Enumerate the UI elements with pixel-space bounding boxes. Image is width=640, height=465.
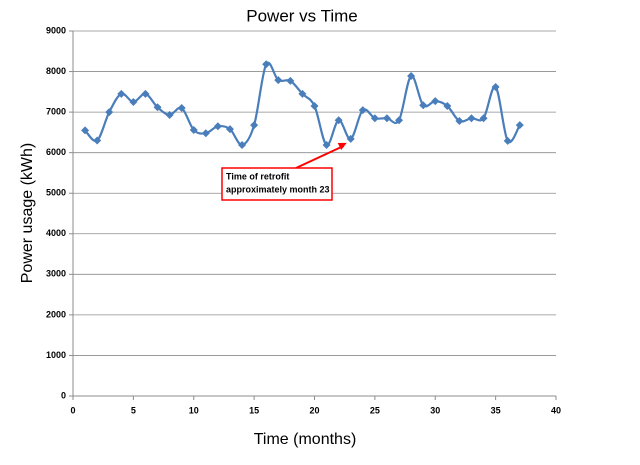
point	[153, 103, 162, 112]
annotation-box	[221, 167, 333, 201]
point	[491, 82, 500, 91]
annotation-text: Time of retrofit	[226, 171, 289, 181]
point	[225, 125, 234, 134]
point	[346, 134, 355, 143]
point	[250, 121, 259, 130]
point	[213, 122, 222, 131]
point	[467, 114, 476, 123]
y-tick-label: 8000	[46, 66, 66, 76]
x-tick-label: 10	[189, 405, 199, 415]
point	[274, 76, 283, 85]
annotation-arrow	[295, 144, 345, 169]
x-tick-label: 35	[491, 405, 501, 415]
y-tick-label: 4000	[46, 228, 66, 238]
point	[93, 136, 102, 145]
point	[503, 136, 512, 145]
chart-title: Power vs Time	[246, 6, 357, 25]
point	[201, 129, 210, 138]
point	[419, 101, 428, 110]
annotation-arrowhead	[337, 142, 347, 150]
point	[189, 125, 198, 134]
point	[165, 110, 174, 119]
point	[395, 116, 404, 125]
y-tick-label: 1000	[46, 350, 66, 360]
x-tick-label: 40	[551, 405, 561, 415]
y-tick-label: 6000	[46, 147, 66, 157]
point	[129, 97, 138, 106]
x-tick-label: 30	[430, 405, 440, 415]
x-tick-label: 15	[249, 405, 259, 415]
point	[358, 106, 367, 115]
point	[310, 102, 319, 111]
point	[322, 140, 331, 149]
y-tick-label: 7000	[46, 106, 66, 116]
y-tick-label: 2000	[46, 309, 66, 319]
point	[334, 116, 343, 125]
x-axis-label: Time (months)	[254, 431, 357, 448]
point	[105, 108, 114, 117]
point	[286, 76, 295, 85]
point	[238, 140, 247, 149]
point	[177, 104, 186, 113]
x-tick-label: 5	[131, 405, 136, 415]
point	[117, 89, 126, 98]
point	[455, 117, 464, 126]
y-tick-label: 0	[61, 390, 66, 400]
point	[141, 89, 150, 98]
point	[443, 102, 452, 111]
y-tick-label: 5000	[46, 188, 66, 198]
series-line	[84, 61, 521, 147]
point	[407, 72, 416, 81]
point	[298, 89, 307, 98]
point	[515, 121, 524, 130]
y-tick-label: 3000	[46, 269, 66, 279]
point	[479, 114, 488, 123]
x-tick-label: 25	[370, 405, 380, 415]
point	[262, 60, 271, 69]
point	[382, 114, 391, 123]
point	[431, 97, 440, 106]
x-tick-label: 0	[70, 405, 75, 415]
x-tick-label: 20	[309, 405, 319, 415]
y-tick-label: 9000	[46, 25, 66, 35]
y-axis-label: Power usage (kWh)	[19, 143, 36, 284]
point	[81, 126, 90, 135]
point	[370, 114, 379, 123]
annotation-text: approximately month 23	[226, 184, 330, 194]
